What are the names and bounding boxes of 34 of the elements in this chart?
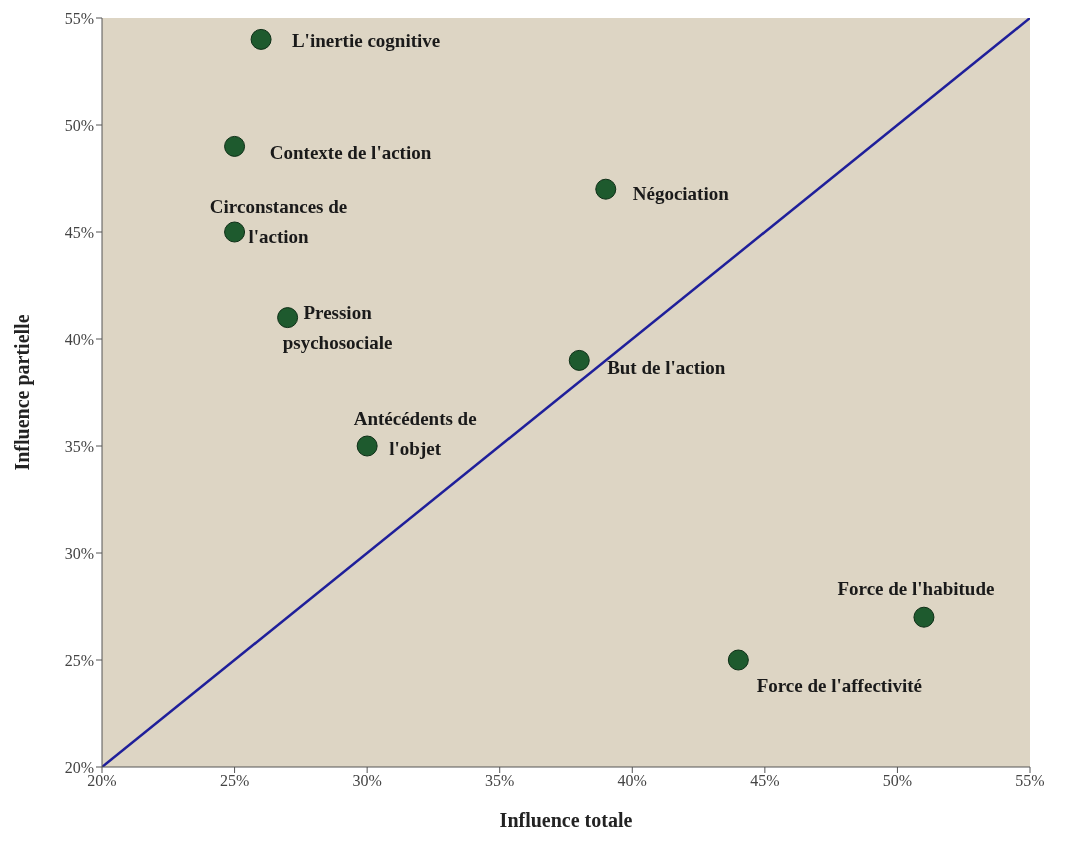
- y-tick-label: 35%: [64, 437, 94, 455]
- point: [224, 221, 246, 243]
- x-tick-label: 50%: [882, 772, 913, 790]
- x-tick-label: 30%: [352, 772, 382, 790]
- annotation: Force de l'affectivité: [755, 674, 923, 698]
- point: [224, 135, 246, 157]
- point: [356, 435, 378, 457]
- x-tick-label: 35%: [485, 772, 515, 790]
- point: [913, 606, 935, 628]
- annotation: Pression psychosociale: [281, 300, 394, 355]
- annotation: Négociation: [631, 182, 730, 207]
- annotation: L'inertie cognitive: [290, 29, 442, 54]
- y-tick-label: 30%: [64, 544, 94, 562]
- y-tick-label: 40%: [64, 330, 94, 348]
- annotation: Circonstances de l'action: [208, 195, 349, 249]
- point: [595, 178, 617, 200]
- y-axis-title: Influence partielle: [11, 314, 35, 471]
- x-tick-label: 40%: [617, 772, 647, 790]
- x-tick-label: 55%: [1015, 772, 1045, 790]
- x-tick-label: 25%: [219, 772, 250, 790]
- y-tick-label: 55%: [64, 9, 94, 27]
- y-tick-label: 25%: [64, 651, 94, 669]
- y-tick-label: 50%: [64, 116, 94, 134]
- point: [250, 28, 272, 50]
- annotation: But de l'action: [606, 356, 727, 381]
- y-tick-label: 45%: [64, 223, 94, 241]
- annotation: Antécédents de l'objet: [352, 407, 478, 461]
- annotation: Contexte de l'action: [268, 141, 433, 166]
- point: [727, 649, 749, 671]
- annotation: Force de l'habitude: [836, 577, 996, 602]
- point: [568, 349, 590, 371]
- x-axis-title: Influence totale: [499, 809, 633, 831]
- x-tick-label: 45%: [750, 772, 780, 790]
- point: [277, 307, 299, 329]
